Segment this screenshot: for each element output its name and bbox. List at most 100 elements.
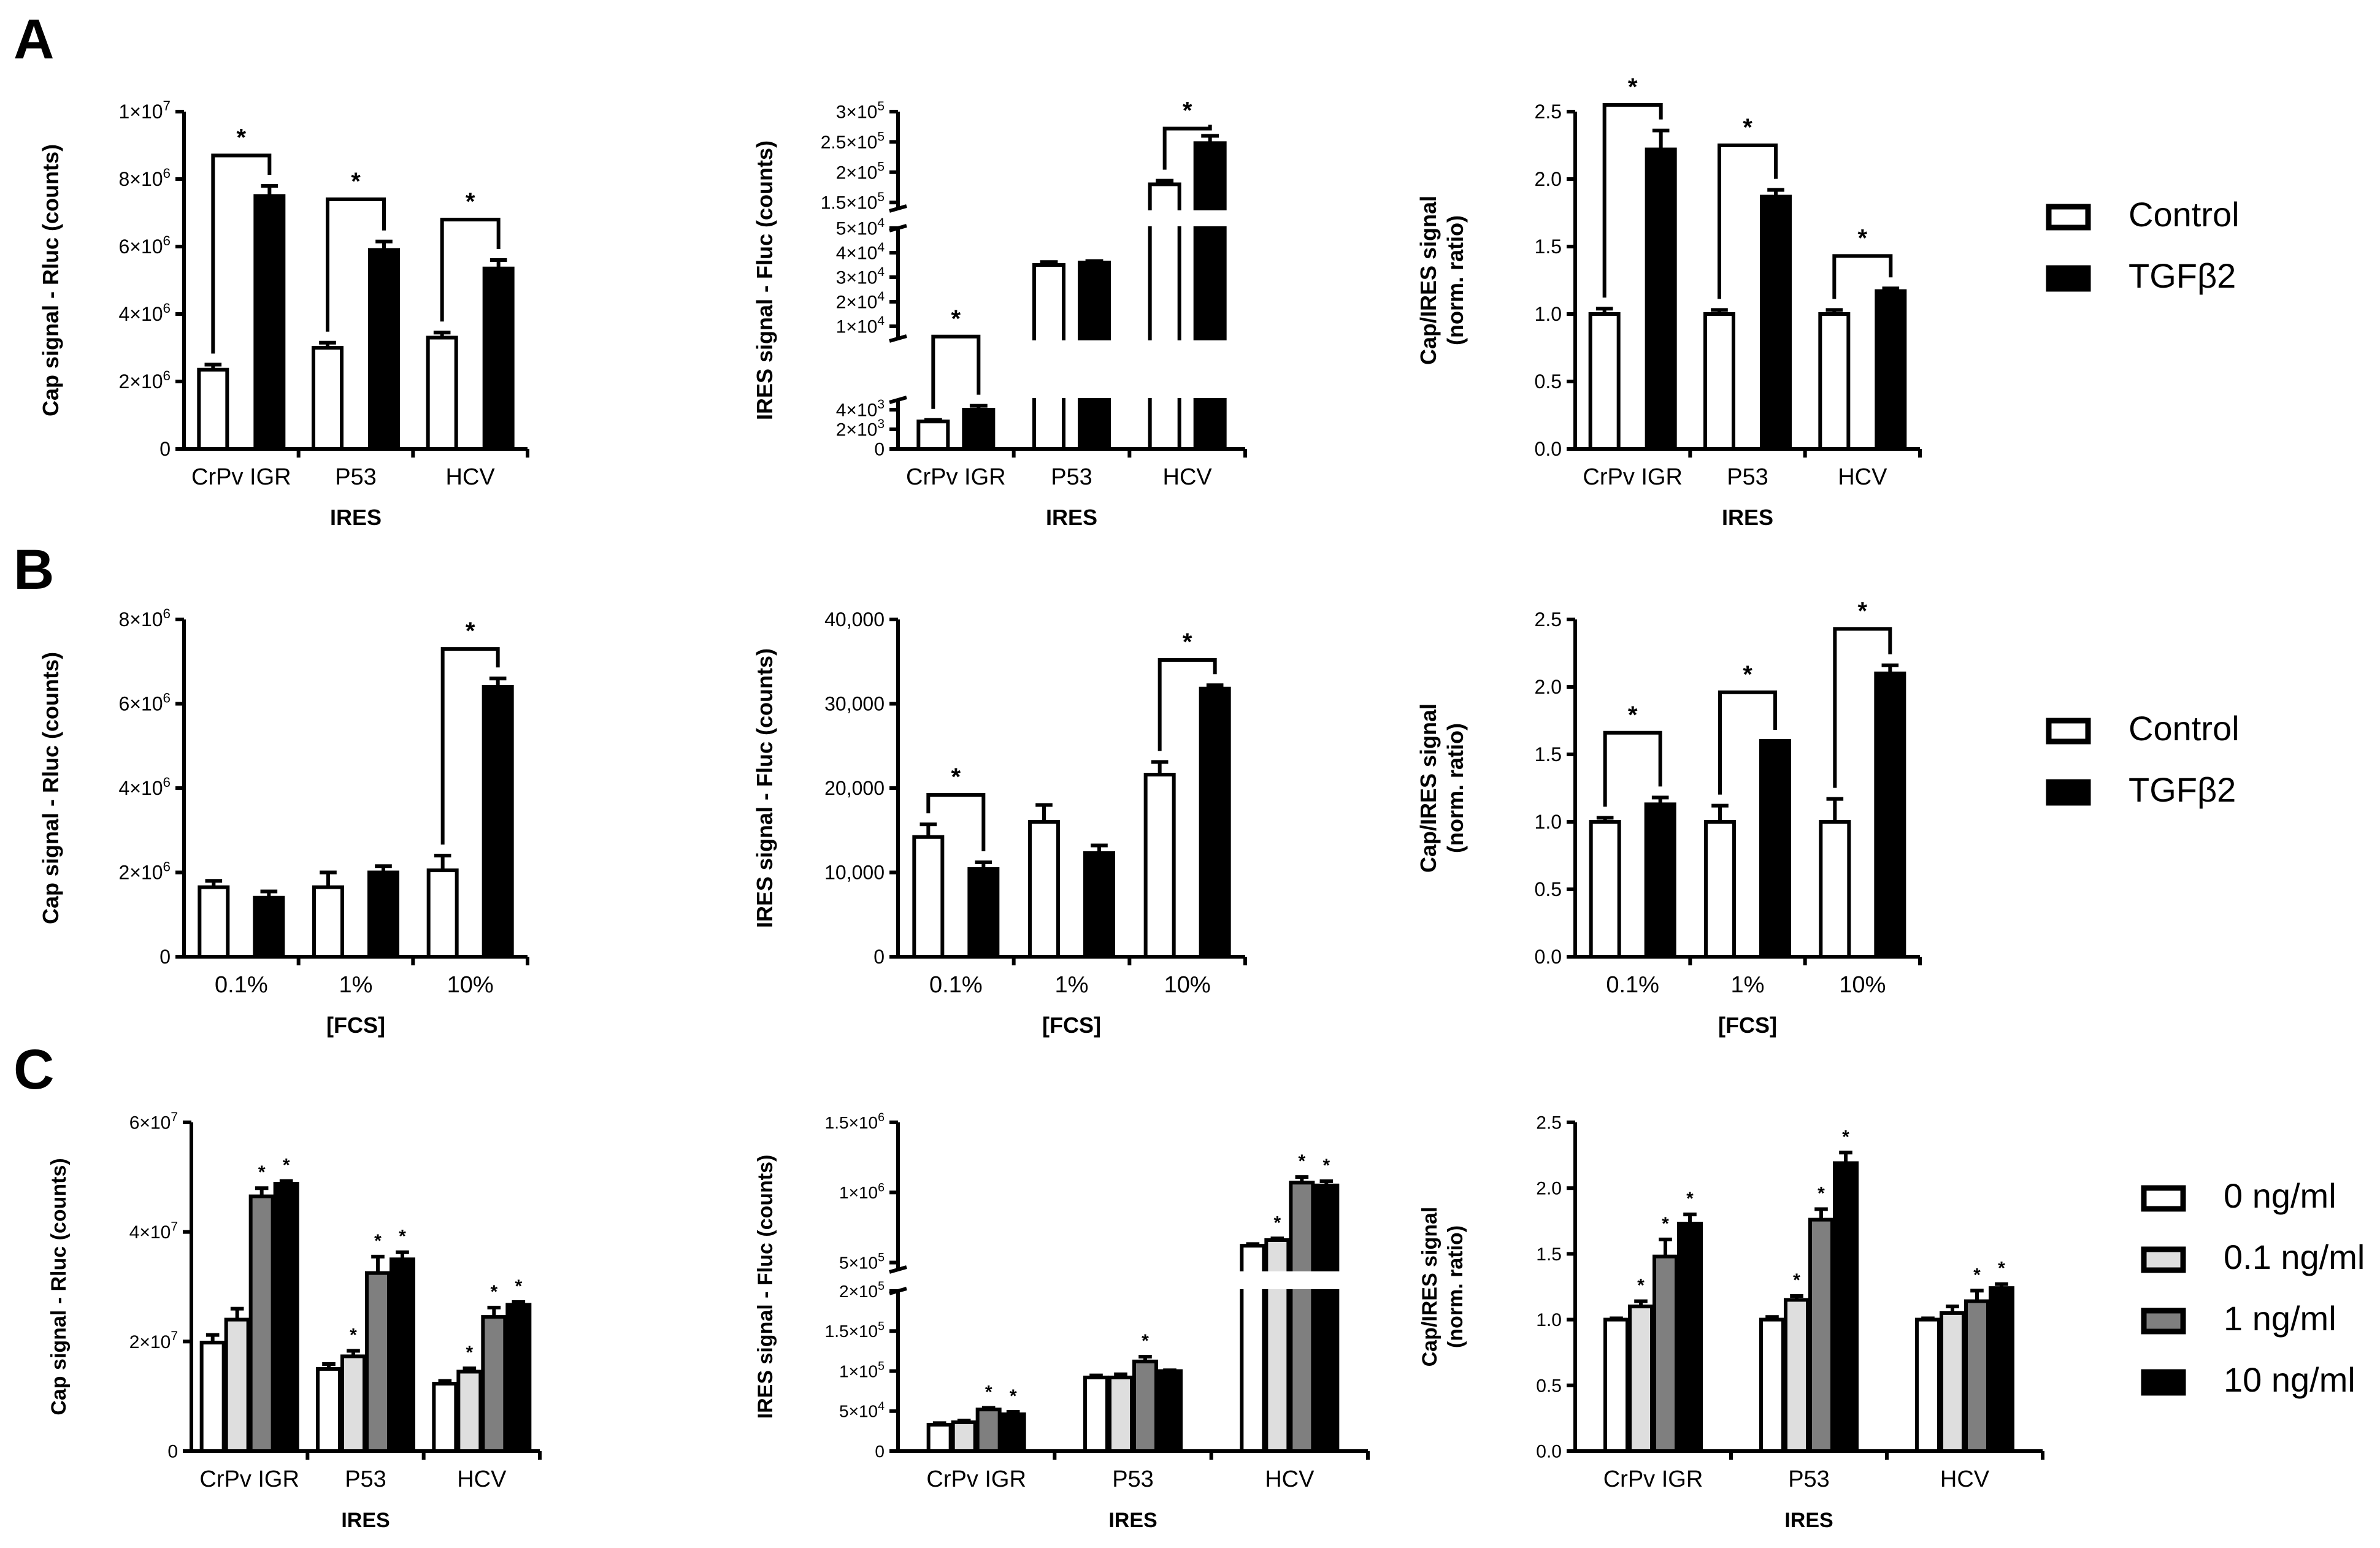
bar <box>248 1194 275 1453</box>
chart-a3: 0.0 0.5 1.0 1.5 2.0 2.5 CrPv IGR P53 HCV IRES Cap/… <box>1416 74 1922 530</box>
legends-layer: Control TGFβ2 Control TGFβ2 0 ng/ml 0.1 ng/ml… <box>2046 195 2365 1399</box>
bar <box>365 1271 391 1454</box>
chart-a1: 0 2×106 4×106 6×106 8×106 1×107 CrPv IGR P53 HCV… <box>38 98 529 530</box>
x-category-label: 1% <box>1055 972 1089 998</box>
bar <box>1808 1217 1834 1453</box>
y-axis-title: (norm. ratio) <box>1443 723 1468 853</box>
bar <box>1759 739 1791 959</box>
x-category-label: P53 <box>345 1466 386 1492</box>
x-category-label: HCV <box>457 1466 507 1492</box>
legend-label: 10 ng/ml <box>2224 1360 2355 1399</box>
y-tick-label: 0.0 <box>1536 1442 1562 1462</box>
y-tick-label: 3×104 <box>836 265 885 288</box>
significance-star: * <box>1858 597 1868 624</box>
significance-star: * <box>515 1276 522 1297</box>
y-tick-label: 1.5×105 <box>825 1319 885 1341</box>
axis-break-mark <box>889 204 907 213</box>
significance-star: * <box>350 1325 357 1346</box>
x-axis-title: IRES <box>341 1509 390 1532</box>
bar <box>1028 820 1060 959</box>
bar <box>1628 1305 1654 1453</box>
bar <box>1588 312 1621 451</box>
y-tick-label: 1×106 <box>839 1181 885 1202</box>
y-tick-label: 20,000 <box>824 777 885 799</box>
y-tick-label: 2×104 <box>836 289 885 313</box>
x-category-label: HCV <box>1265 1466 1315 1492</box>
significance-star: * <box>951 764 961 791</box>
y-tick-label: 2×107 <box>129 1329 178 1352</box>
significance-bracket <box>1603 730 1662 807</box>
y-tick-label: 40,000 <box>824 608 885 630</box>
y-tick-label: 30,000 <box>824 693 885 715</box>
bar <box>1677 1222 1703 1453</box>
bar <box>1289 1181 1315 1454</box>
x-category-label: 0.1% <box>215 972 268 998</box>
bar <box>1915 1317 1941 1454</box>
significance-star: * <box>1818 1184 1825 1204</box>
axis-break-mark <box>889 334 907 343</box>
legend-swatch <box>2141 1246 2186 1273</box>
x-category-label: P53 <box>1727 464 1768 490</box>
bar <box>912 835 945 959</box>
significance-bracket <box>440 218 501 322</box>
axis-break-mark <box>889 1265 907 1274</box>
y-tick-label: 2.0 <box>1535 168 1562 190</box>
legend-swatch <box>2046 265 2091 292</box>
bar <box>482 266 515 451</box>
bar <box>1645 147 1677 451</box>
y-axis-title: Cap signal - Rluc (counts) <box>38 652 63 924</box>
bar <box>926 1422 953 1454</box>
legend-label: 1 ng/ml <box>2224 1299 2336 1338</box>
y-tick-label: 2.0 <box>1536 1179 1562 1199</box>
y-axis-title: (norm. ratio) <box>1443 215 1468 345</box>
bar <box>1833 1161 1859 1453</box>
x-axis-title: IRES <box>330 505 382 530</box>
bar <box>916 420 950 451</box>
bar <box>1083 1375 1109 1453</box>
bar-break-gap <box>1146 210 1183 226</box>
bar-break-gap <box>1191 340 1229 398</box>
x-axis-title: IRES <box>1108 1509 1157 1532</box>
y-tick-label: 1×104 <box>836 314 885 337</box>
y-tick-label: 8×106 <box>118 606 171 630</box>
significance-star: * <box>1686 1189 1694 1209</box>
chart-c1: 0 2×107 4×107 6×107 CrPv IGR P53 HCV IRES Cap si… <box>47 1110 542 1532</box>
legend-panel-c: 0 ng/ml 0.1 ng/ml 1 ng/ml 10 ng/ml <box>2141 1176 2365 1399</box>
significance-star: * <box>1273 1213 1281 1233</box>
bar <box>975 1408 1002 1453</box>
y-tick-label: 0.5 <box>1535 370 1562 393</box>
y-tick-label: 2×103 <box>836 417 885 440</box>
bar-break-gap <box>1076 340 1113 398</box>
x-category-label: CrPv IGR <box>926 1466 1026 1492</box>
y-tick-label: 0 <box>159 946 171 968</box>
x-category-label: CrPv IGR <box>1603 1466 1703 1492</box>
x-category-label: 0.1% <box>1606 972 1659 998</box>
y-axis-title: IRES signal - Fluc (counts) <box>752 648 777 928</box>
y-axis-title: Cap signal - Rluc (counts) <box>47 1158 71 1415</box>
bar <box>273 1182 299 1453</box>
chart-c3: 0.0 0.5 1.0 1.5 2.0 2.5 CrPv IGR P53 HCV IRES Cap/… <box>1418 1113 2044 1532</box>
bar <box>312 346 344 451</box>
legend-panel-a: Control TGFβ2 <box>2046 195 2240 295</box>
x-category-label: 1% <box>339 972 373 998</box>
y-axis-title: IRES signal - Fluc (counts) <box>752 140 777 420</box>
significance-bracket <box>1718 144 1778 299</box>
legend-panel-b: Control TGFβ2 <box>2046 709 2240 809</box>
y-tick-label: 1.5×106 <box>825 1111 885 1132</box>
bar <box>951 1420 977 1454</box>
significance-star: * <box>1743 114 1752 141</box>
significance-star: * <box>1973 1265 1981 1285</box>
y-tick-label: 3×105 <box>836 99 885 123</box>
legend-label: Control <box>2129 709 2240 748</box>
bar <box>1964 1299 1990 1453</box>
x-category-label: P53 <box>1112 1466 1154 1492</box>
significance-star: * <box>1637 1276 1645 1296</box>
y-tick-label: 5×104 <box>836 216 885 239</box>
bar <box>340 1354 366 1454</box>
bar <box>1603 1317 1629 1454</box>
y-tick-label: 1.0 <box>1535 811 1562 833</box>
bar-break-gap <box>1311 1271 1342 1289</box>
y-tick-label: 6×106 <box>118 690 171 715</box>
bar <box>312 885 344 959</box>
